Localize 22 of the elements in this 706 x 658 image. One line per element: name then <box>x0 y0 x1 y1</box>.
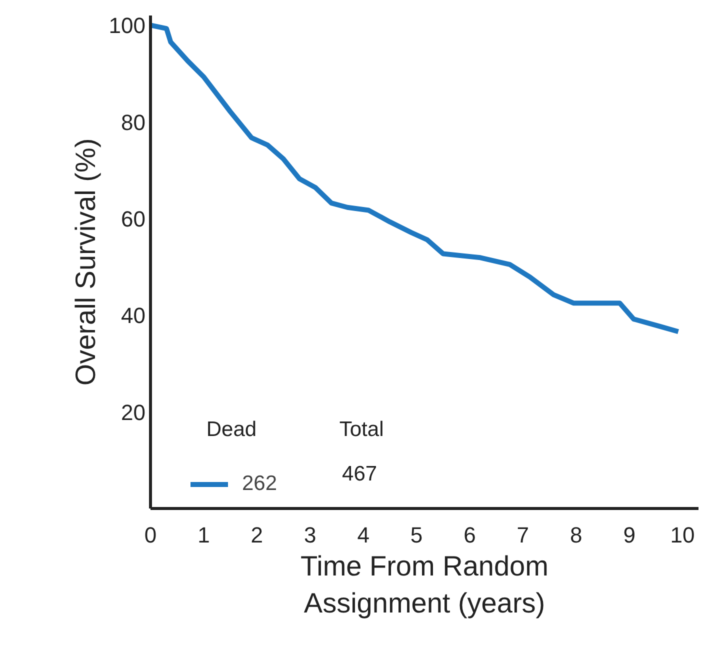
x-tick-label: 3 <box>304 522 316 548</box>
legend-label: 262 <box>242 472 278 496</box>
annotation: Total <box>339 418 384 442</box>
x-tick-label: 8 <box>570 522 582 548</box>
x-tick-label: 1 <box>198 522 210 548</box>
y-tick-label: 40 <box>121 303 146 328</box>
y-axis-title: Overall Survival (%) <box>70 138 101 386</box>
x-tick-label: 10 <box>670 522 695 548</box>
x-tick-label: 0 <box>144 522 157 548</box>
x-tick-label: 2 <box>250 522 264 548</box>
x-tick-label: 9 <box>623 522 636 548</box>
y-tick-label: 60 <box>121 206 146 232</box>
y-tick-label: 100 <box>108 13 146 38</box>
x-tick-label: 7 <box>516 522 530 548</box>
x-tick-label: 5 <box>410 522 423 548</box>
y-tick-label: 80 <box>121 110 146 135</box>
x-tick-label: 6 <box>464 522 476 548</box>
y-tick-label: 20 <box>121 400 146 425</box>
annotation: 467 <box>342 462 378 486</box>
x-axis-title: Time From Random Assignment (years) <box>300 550 548 619</box>
annotation: Dead <box>206 418 257 442</box>
x-tick-label: 4 <box>357 522 370 548</box>
